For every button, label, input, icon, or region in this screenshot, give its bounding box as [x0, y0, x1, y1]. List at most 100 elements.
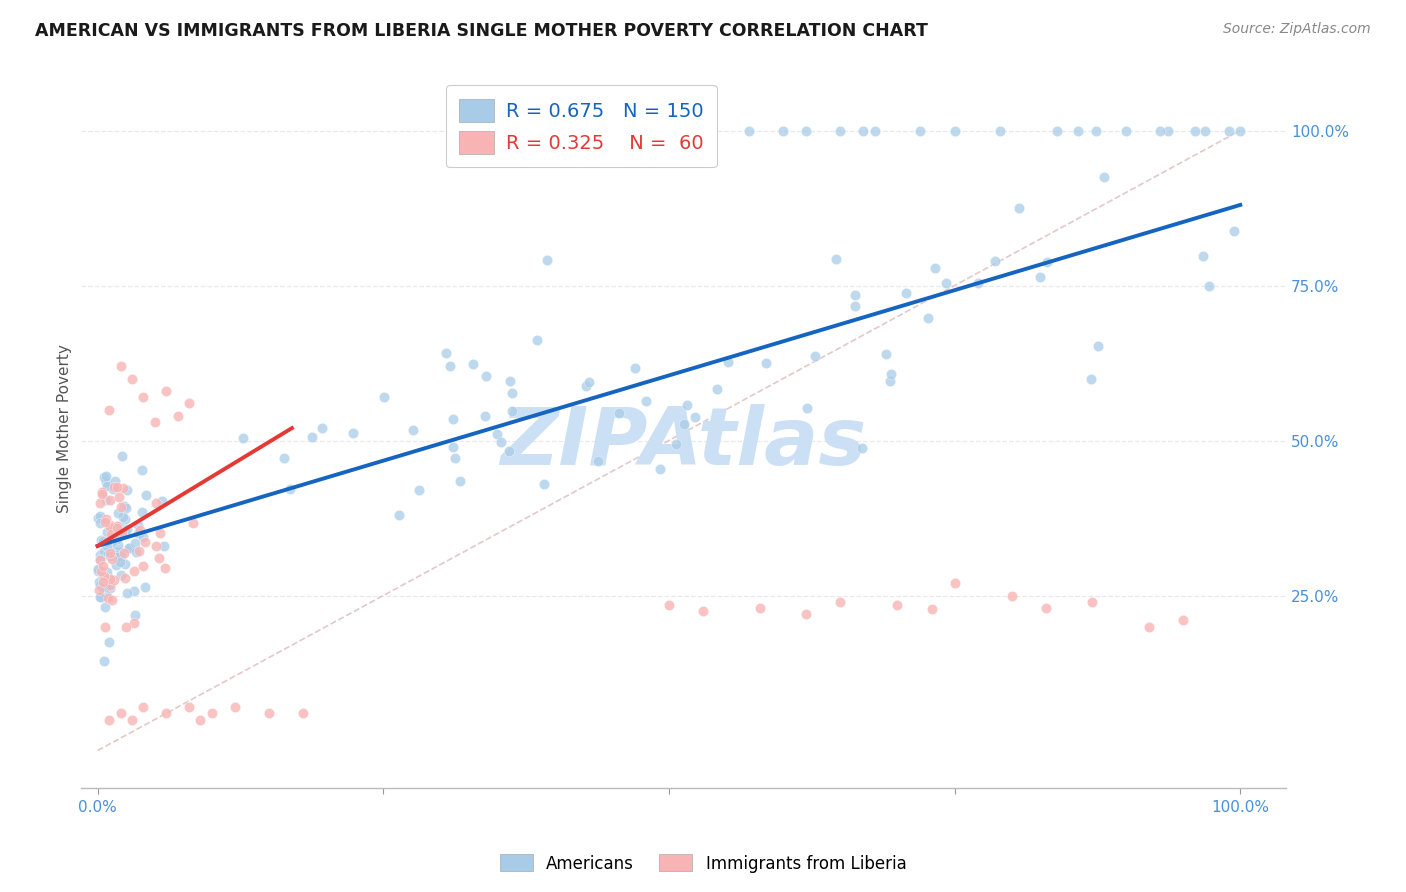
Point — [96, 524, 118, 539]
Point — [749, 601, 772, 615]
Point — [105, 528, 128, 542]
Point — [115, 523, 138, 537]
Point — [108, 490, 131, 504]
Point — [844, 288, 866, 302]
Point — [1171, 613, 1194, 627]
Point — [1036, 255, 1059, 269]
Point — [132, 558, 155, 573]
Point — [692, 604, 714, 618]
Point — [91, 574, 114, 589]
Point — [966, 276, 988, 290]
Point — [89, 578, 111, 592]
Point — [166, 409, 188, 423]
Point — [103, 480, 125, 494]
Point — [1137, 619, 1160, 633]
Text: AMERICAN VS IMMIGRANTS FROM LIBERIA SINGLE MOTHER POVERTY CORRELATION CHART: AMERICAN VS IMMIGRANTS FROM LIBERIA SING… — [35, 22, 928, 40]
Point — [96, 539, 118, 553]
Point — [1085, 123, 1108, 137]
Point — [145, 539, 167, 553]
Point — [97, 534, 120, 549]
Point — [98, 572, 121, 586]
Point — [402, 423, 425, 437]
Point — [89, 516, 111, 531]
Point — [609, 406, 631, 420]
Point — [658, 598, 681, 612]
Point — [373, 391, 395, 405]
Point — [388, 508, 411, 523]
Point — [1080, 372, 1102, 386]
Point — [110, 568, 132, 582]
Point — [1115, 123, 1137, 137]
Text: 0.0%: 0.0% — [79, 800, 117, 815]
Point — [177, 700, 200, 714]
Point — [90, 564, 112, 578]
Point — [155, 384, 177, 398]
Point — [91, 534, 114, 549]
Point — [1218, 123, 1240, 137]
Point — [439, 359, 461, 373]
Point — [112, 500, 135, 514]
Point — [498, 374, 520, 388]
Point — [924, 261, 946, 276]
Point — [485, 427, 508, 442]
Point — [132, 390, 155, 404]
Point — [894, 285, 917, 300]
Point — [112, 546, 135, 560]
Point — [86, 511, 108, 525]
Point — [623, 361, 645, 376]
Point — [89, 574, 111, 589]
Point — [87, 562, 110, 576]
Point — [115, 585, 138, 599]
Y-axis label: Single Mother Poverty: Single Mother Poverty — [58, 343, 72, 513]
Point — [536, 252, 558, 267]
Point — [114, 511, 136, 525]
Point — [1001, 589, 1024, 603]
Point — [94, 571, 117, 585]
Point — [101, 592, 124, 607]
Point — [1223, 224, 1246, 238]
Point — [107, 532, 129, 546]
Point — [132, 700, 155, 714]
Point — [89, 551, 111, 566]
Point — [489, 434, 512, 449]
Point — [830, 595, 852, 609]
Point — [93, 543, 115, 558]
Point — [526, 333, 548, 347]
Point — [87, 564, 110, 578]
Point — [91, 484, 114, 499]
Point — [498, 443, 520, 458]
Point — [1029, 270, 1052, 285]
Point — [122, 564, 145, 578]
Point — [830, 123, 852, 137]
Point — [105, 558, 128, 572]
Point — [1046, 123, 1069, 137]
Point — [273, 450, 295, 465]
Point — [717, 355, 740, 369]
Point — [98, 520, 121, 534]
Point — [89, 590, 111, 604]
Point — [143, 415, 166, 429]
Point — [91, 570, 114, 584]
Point — [301, 430, 323, 444]
Point — [114, 524, 136, 539]
Point — [94, 599, 117, 614]
Point — [98, 549, 121, 563]
Point — [676, 398, 699, 412]
Point — [852, 123, 875, 137]
Point — [794, 607, 817, 621]
Point — [434, 346, 457, 360]
Point — [107, 524, 129, 538]
Point — [93, 559, 115, 574]
Point — [880, 368, 903, 382]
Point — [408, 483, 430, 497]
Point — [98, 493, 121, 508]
Point — [131, 505, 153, 519]
Point — [89, 548, 111, 562]
Point — [98, 713, 121, 727]
Point — [201, 706, 224, 721]
Point — [98, 546, 121, 560]
Point — [292, 706, 315, 721]
Point — [131, 463, 153, 477]
Point — [115, 619, 138, 633]
Point — [152, 540, 174, 554]
